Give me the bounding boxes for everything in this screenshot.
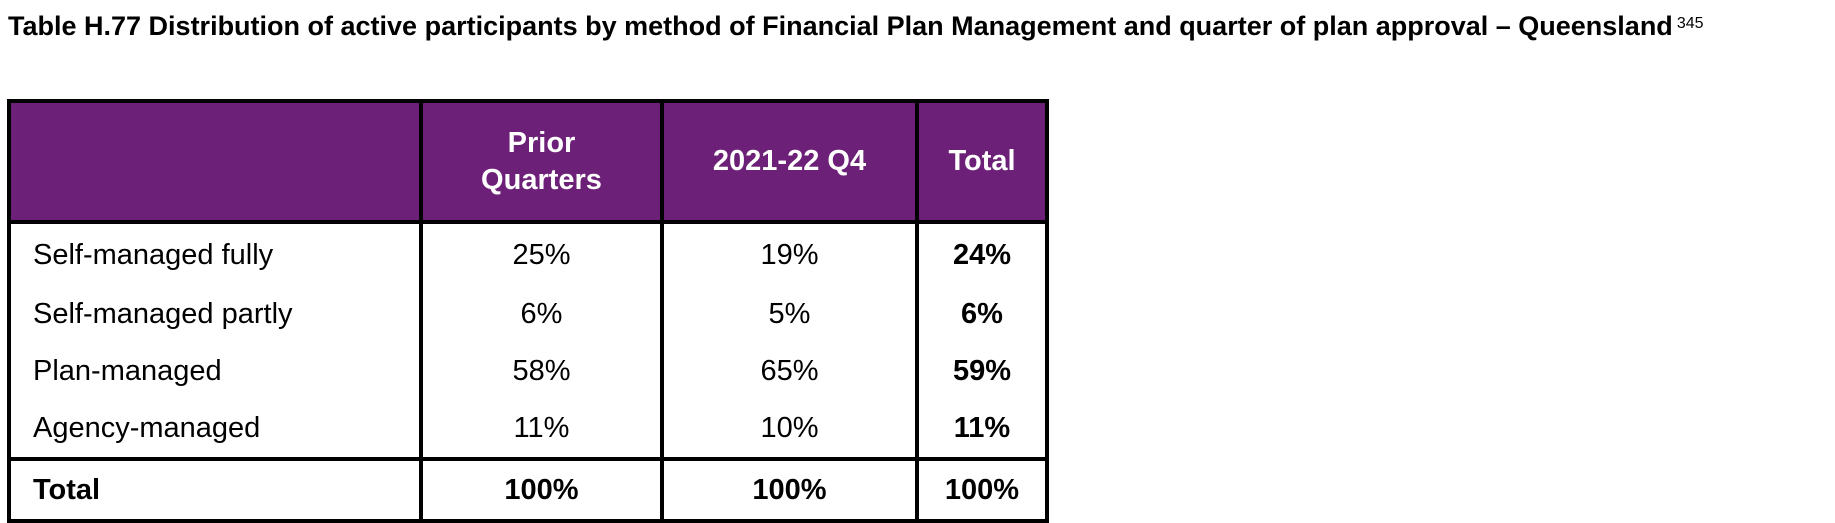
cell-total: 6% <box>915 286 1049 343</box>
cell-2021-22-q4: 19% <box>660 220 919 286</box>
row-label: Self-managed partly <box>7 286 423 343</box>
cell-prior-quarters: 25% <box>419 220 664 286</box>
cell-2021-22-q4: 65% <box>660 343 919 400</box>
row-label: Plan-managed <box>7 343 423 400</box>
header-2021-22-q4: 2021-22 Q4 <box>660 99 919 224</box>
cell-total: 24% <box>915 220 1049 286</box>
header-row-label <box>7 99 423 224</box>
row-label: Self-managed fully <box>7 220 423 286</box>
table-row: Self-managed partly 6% 5% 6% <box>7 286 1049 343</box>
table-row: Plan-managed 58% 65% 59% <box>7 343 1049 400</box>
table-row: Agency-managed 11% 10% 11% <box>7 400 1049 461</box>
cell-prior-quarters: 58% <box>419 343 664 400</box>
table-caption: Table H.77 Distribution of active partic… <box>8 8 1828 44</box>
cell-total: 11% <box>915 400 1049 461</box>
table-title: Table H.77 Distribution of active partic… <box>8 11 1673 41</box>
header-total: Total <box>915 99 1049 224</box>
cell-total: 59% <box>915 343 1049 400</box>
table-header-row: Prior Quarters 2021-22 Q4 Total <box>7 99 1049 224</box>
distribution-table: Prior Quarters 2021-22 Q4 Total Self-mana… <box>7 99 1049 523</box>
cell-prior-quarters: 6% <box>419 286 664 343</box>
cell-2021-22-q4: 5% <box>660 286 919 343</box>
header-prior-quarters-line1: Prior <box>507 126 576 159</box>
table-row: Self-managed fully 25% 19% 24% <box>7 220 1049 286</box>
footnote-reference: 345 <box>1676 15 1704 32</box>
cell-prior-quarters: 11% <box>419 400 664 461</box>
row-label: Agency-managed <box>7 400 423 461</box>
header-prior-quarters-line2: Quarters <box>481 163 602 196</box>
header-prior-quarters: Prior Quarters <box>419 99 664 224</box>
cell-2021-22-q4: 10% <box>660 400 919 461</box>
